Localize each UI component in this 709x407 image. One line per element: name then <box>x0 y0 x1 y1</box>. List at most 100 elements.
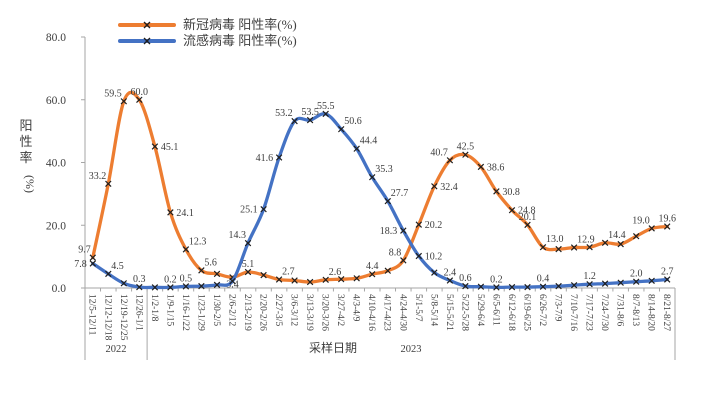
data-point-marker <box>89 254 97 261</box>
data-point-marker <box>601 239 609 247</box>
data-point-marker <box>586 243 593 251</box>
data-label: 8.8 <box>389 247 402 258</box>
data-label: 0.2 <box>490 274 503 285</box>
data-label: 32.4 <box>440 182 458 193</box>
data-point-marker <box>136 283 143 291</box>
data-label: 19.6 <box>658 214 676 225</box>
data-point-marker <box>555 245 562 253</box>
year-label: 2022 <box>106 344 127 355</box>
flu-line-sample <box>118 37 176 45</box>
data-label: 2.7 <box>661 267 674 278</box>
data-point-marker <box>244 268 252 276</box>
data-point-marker <box>120 98 128 105</box>
data-label: 0.3 <box>133 274 146 285</box>
data-point-marker <box>182 246 190 253</box>
data-label: 50.6 <box>344 116 362 127</box>
data-point-marker <box>493 284 500 291</box>
data-point-marker <box>198 267 205 274</box>
data-point-marker <box>384 197 392 205</box>
data-point-marker <box>322 276 329 284</box>
data-point-marker <box>337 125 345 133</box>
data-point-marker <box>167 209 174 216</box>
data-point-marker <box>306 116 314 124</box>
x-marker-icon <box>143 21 151 29</box>
data-label: 5.1 <box>242 259 255 270</box>
y-axis-title-unit: (%) <box>23 175 37 193</box>
data-point-marker <box>151 284 159 291</box>
data-label: 20.1 <box>519 212 537 223</box>
data-label: 9.7 <box>78 245 91 256</box>
data-point-marker <box>477 163 485 171</box>
x-tick-label: 5/29-6/4 <box>475 294 485 326</box>
data-label: 2.7 <box>282 267 295 278</box>
x-tick-label: 8/14-8/20 <box>646 294 656 331</box>
data-point-marker <box>120 280 128 287</box>
data-point-marker <box>524 221 531 229</box>
data-point-marker <box>105 270 112 278</box>
covid-line-sample <box>118 21 176 29</box>
data-point-marker <box>632 278 640 285</box>
data-label: 25.1 <box>240 205 258 216</box>
data-label: 2.6 <box>329 267 342 278</box>
data-point-marker <box>663 276 671 283</box>
x-tick-label: 1/2-1/8 <box>149 294 159 322</box>
data-point-marker <box>632 232 640 240</box>
data-point-marker <box>275 276 283 283</box>
data-point-marker <box>570 244 578 251</box>
year-label: 2023 <box>401 344 422 355</box>
data-point-marker <box>415 221 423 228</box>
data-point-marker <box>198 282 205 290</box>
data-label: 4.4 <box>366 261 379 272</box>
data-label: 5.6 <box>204 257 217 268</box>
x-tick-label: 6/26-7/2 <box>537 294 547 326</box>
x-tick-label: 2/13-2/19 <box>242 294 252 331</box>
data-label: 18.3 <box>380 226 398 237</box>
data-label: 30.8 <box>502 187 520 198</box>
data-point-marker <box>322 110 329 118</box>
data-label: 24.8 <box>518 206 536 217</box>
data-point-marker <box>601 280 609 287</box>
x-tick-label: 5/1-5/7 <box>413 294 423 322</box>
data-point-marker <box>431 183 438 190</box>
x-tick-label: 12/5-12/11 <box>87 294 97 336</box>
data-point-marker <box>539 283 547 290</box>
data-label: 14.4 <box>608 230 626 241</box>
data-label: 27.7 <box>391 188 409 199</box>
x-tick-label: 7/10-7/16 <box>568 294 578 331</box>
series-covid-line <box>91 90 669 284</box>
x-tick-label: 6/19-6/25 <box>521 294 531 331</box>
data-point-marker <box>182 283 190 290</box>
y-axis-title: 率 <box>19 150 32 165</box>
legend-label-covid: 新冠病毒 阳性率(%) <box>183 17 297 32</box>
data-label: 13.0 <box>546 234 564 245</box>
x-tick-label: 6/12-6/18 <box>506 294 516 331</box>
data-label: 2.4 <box>444 268 457 279</box>
x-tick-label: 8/7-8/13 <box>630 294 640 326</box>
data-point-marker <box>229 277 236 285</box>
data-point-marker <box>400 257 407 264</box>
data-point-marker <box>291 277 298 284</box>
data-point-marker <box>524 283 531 291</box>
x-tick-label: 2/27-3/5 <box>273 294 283 326</box>
data-point-marker <box>617 279 624 286</box>
data-point-marker <box>586 280 593 288</box>
axes <box>84 37 675 289</box>
data-point-marker <box>353 145 360 152</box>
data-point-marker <box>431 269 438 276</box>
data-point-marker <box>648 225 655 232</box>
data-label: 0.6 <box>459 273 472 284</box>
data-label: 53.2 <box>275 108 293 119</box>
y-tick-label: 60.0 <box>46 95 66 107</box>
data-point-marker <box>508 283 516 291</box>
data-point-marker <box>151 143 159 150</box>
data-label: 2.0 <box>630 269 643 280</box>
x-tick-label: 3/20-3/26 <box>320 294 330 331</box>
x-tick-label: 12/26-1/1 <box>133 294 143 331</box>
data-point-marker <box>663 223 671 230</box>
data-point-marker <box>275 154 283 161</box>
data-label: 12.9 <box>577 235 595 246</box>
x-tick-label: 4/17-4/23 <box>382 294 392 331</box>
data-label: 4.5 <box>111 261 124 272</box>
data-label: 38.6 <box>487 162 505 173</box>
data-point-marker <box>415 252 423 260</box>
